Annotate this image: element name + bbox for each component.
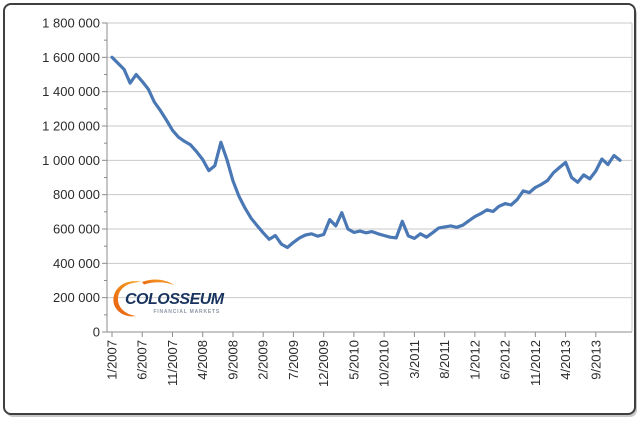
logo-swoosh-icon: [113, 279, 174, 317]
chart-frame: [3, 3, 636, 415]
svg-text:1 600 000: 1 600 000: [42, 50, 100, 65]
svg-text:12/2009: 12/2009: [316, 340, 331, 387]
svg-text:0: 0: [93, 325, 100, 340]
logo-wordmark: COLOSSEUM: [125, 291, 224, 308]
svg-text:1 200 000: 1 200 000: [42, 119, 100, 134]
svg-text:6/2007: 6/2007: [135, 340, 150, 380]
data-series-line: [110, 55, 622, 250]
svg-text:1 000 000: 1 000 000: [42, 153, 100, 168]
svg-text:2/2009: 2/2009: [256, 340, 271, 380]
svg-text:1 800 000: 1 800 000: [42, 16, 100, 31]
svg-text:9/2008: 9/2008: [225, 340, 240, 380]
svg-text:11/2012: 11/2012: [528, 340, 543, 386]
svg-text:4/2013: 4/2013: [558, 340, 573, 380]
y-gridlines: [102, 22, 632, 333]
svg-text:9/2013: 9/2013: [588, 340, 603, 380]
svg-text:1 400 000: 1 400 000: [42, 84, 100, 99]
x-axis-labels: 1/2007 6/2007 11/2007 4/2008 9/2008 2/2009 7/2…: [105, 332, 603, 387]
svg-text:5/2010: 5/2010: [346, 340, 361, 380]
svg-text:1/2007: 1/2007: [105, 340, 120, 380]
svg-text:8/2011: 8/2011: [437, 340, 452, 379]
colosseum-logo: COLOSSEUM FINANCIAL MARKETS: [108, 275, 228, 321]
y-axis-labels: 0 200 000 400 000 600 000 800 000 1 000 000 1 …: [42, 16, 100, 340]
svg-text:7/2009: 7/2009: [286, 340, 301, 380]
svg-text:200 000: 200 000: [53, 290, 100, 305]
svg-text:600 000: 600 000: [53, 222, 100, 237]
svg-text:3/2011: 3/2011: [407, 340, 422, 379]
logo-tagline: FINANCIAL MARKETS: [153, 309, 220, 315]
svg-text:800 000: 800 000: [53, 187, 100, 202]
svg-text:11/2007: 11/2007: [165, 340, 180, 386]
svg-text:6/2012: 6/2012: [498, 340, 513, 380]
svg-text:4/2008: 4/2008: [195, 340, 210, 380]
svg-text:1/2012: 1/2012: [467, 340, 482, 380]
svg-text:10/2010: 10/2010: [377, 340, 392, 387]
svg-text:400 000: 400 000: [53, 256, 100, 271]
